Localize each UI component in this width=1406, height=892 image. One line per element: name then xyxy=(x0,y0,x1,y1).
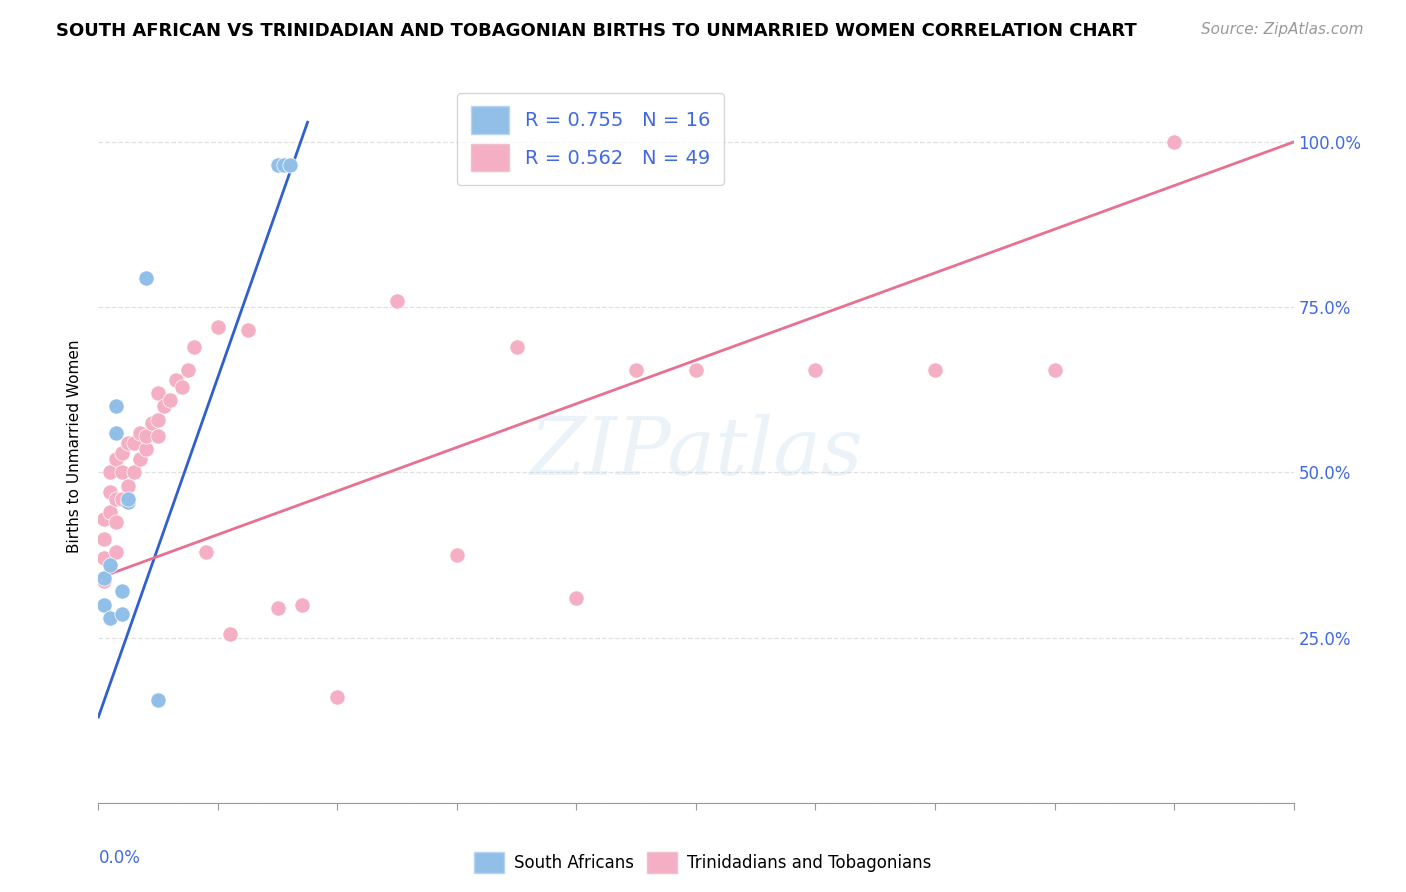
Point xyxy=(111,584,134,599)
Point xyxy=(100,466,122,480)
Point xyxy=(148,386,170,401)
Point xyxy=(135,270,157,285)
Point xyxy=(195,545,218,559)
Point xyxy=(117,495,139,509)
Point xyxy=(159,392,181,407)
Point xyxy=(135,429,157,443)
Point xyxy=(685,363,707,377)
Point xyxy=(148,412,170,426)
Point xyxy=(273,158,295,172)
Text: SOUTH AFRICAN VS TRINIDADIAN AND TOBAGONIAN BIRTHS TO UNMARRIED WOMEN CORRELATIO: SOUTH AFRICAN VS TRINIDADIAN AND TOBAGON… xyxy=(56,22,1137,40)
Point xyxy=(236,323,259,337)
Text: 0.0%: 0.0% xyxy=(98,849,141,867)
Text: ZIPatlas: ZIPatlas xyxy=(529,415,863,491)
Point xyxy=(267,158,290,172)
Point xyxy=(93,511,115,525)
Point xyxy=(100,505,122,519)
Point xyxy=(111,445,134,459)
Point xyxy=(93,571,115,585)
Point xyxy=(105,400,128,414)
Point xyxy=(267,158,290,172)
Point xyxy=(506,340,529,354)
Point xyxy=(135,442,157,457)
Point xyxy=(100,611,122,625)
Point xyxy=(278,158,301,172)
Legend: R = 0.755   N = 16, R = 0.562   N = 49: R = 0.755 N = 16, R = 0.562 N = 49 xyxy=(457,93,724,185)
Point xyxy=(117,435,139,450)
Point xyxy=(105,515,128,529)
Point xyxy=(385,293,409,308)
Point xyxy=(124,435,146,450)
Point xyxy=(148,693,170,707)
Point xyxy=(105,452,128,467)
Point xyxy=(93,598,115,612)
Legend: South Africans, Trinidadians and Tobagonians: South Africans, Trinidadians and Tobagon… xyxy=(467,846,939,880)
Point xyxy=(93,574,115,589)
Point xyxy=(183,340,205,354)
Point xyxy=(93,532,115,546)
Point xyxy=(267,600,290,615)
Point xyxy=(446,548,468,562)
Point xyxy=(124,466,146,480)
Point xyxy=(565,591,588,605)
Point xyxy=(117,491,139,506)
Point xyxy=(924,363,946,377)
Point xyxy=(177,363,200,377)
Point xyxy=(804,363,827,377)
Point xyxy=(111,607,134,622)
Point xyxy=(207,320,229,334)
Point xyxy=(326,690,349,704)
Point xyxy=(111,466,134,480)
Point xyxy=(148,429,170,443)
Point xyxy=(141,416,163,430)
Point xyxy=(1043,363,1066,377)
Point xyxy=(93,551,115,566)
Point xyxy=(111,491,134,506)
Point xyxy=(100,485,122,500)
Point xyxy=(105,545,128,559)
Point xyxy=(129,452,152,467)
Point xyxy=(291,598,314,612)
Point xyxy=(117,478,139,492)
Point xyxy=(105,491,128,506)
Point xyxy=(219,627,242,641)
Point xyxy=(165,373,187,387)
Y-axis label: Births to Unmarried Women: Births to Unmarried Women xyxy=(67,339,83,553)
Point xyxy=(100,558,122,572)
Point xyxy=(626,363,648,377)
Point xyxy=(129,425,152,440)
Text: Source: ZipAtlas.com: Source: ZipAtlas.com xyxy=(1201,22,1364,37)
Point xyxy=(153,400,176,414)
Point xyxy=(105,425,128,440)
Point xyxy=(172,379,194,393)
Point xyxy=(1163,135,1185,149)
